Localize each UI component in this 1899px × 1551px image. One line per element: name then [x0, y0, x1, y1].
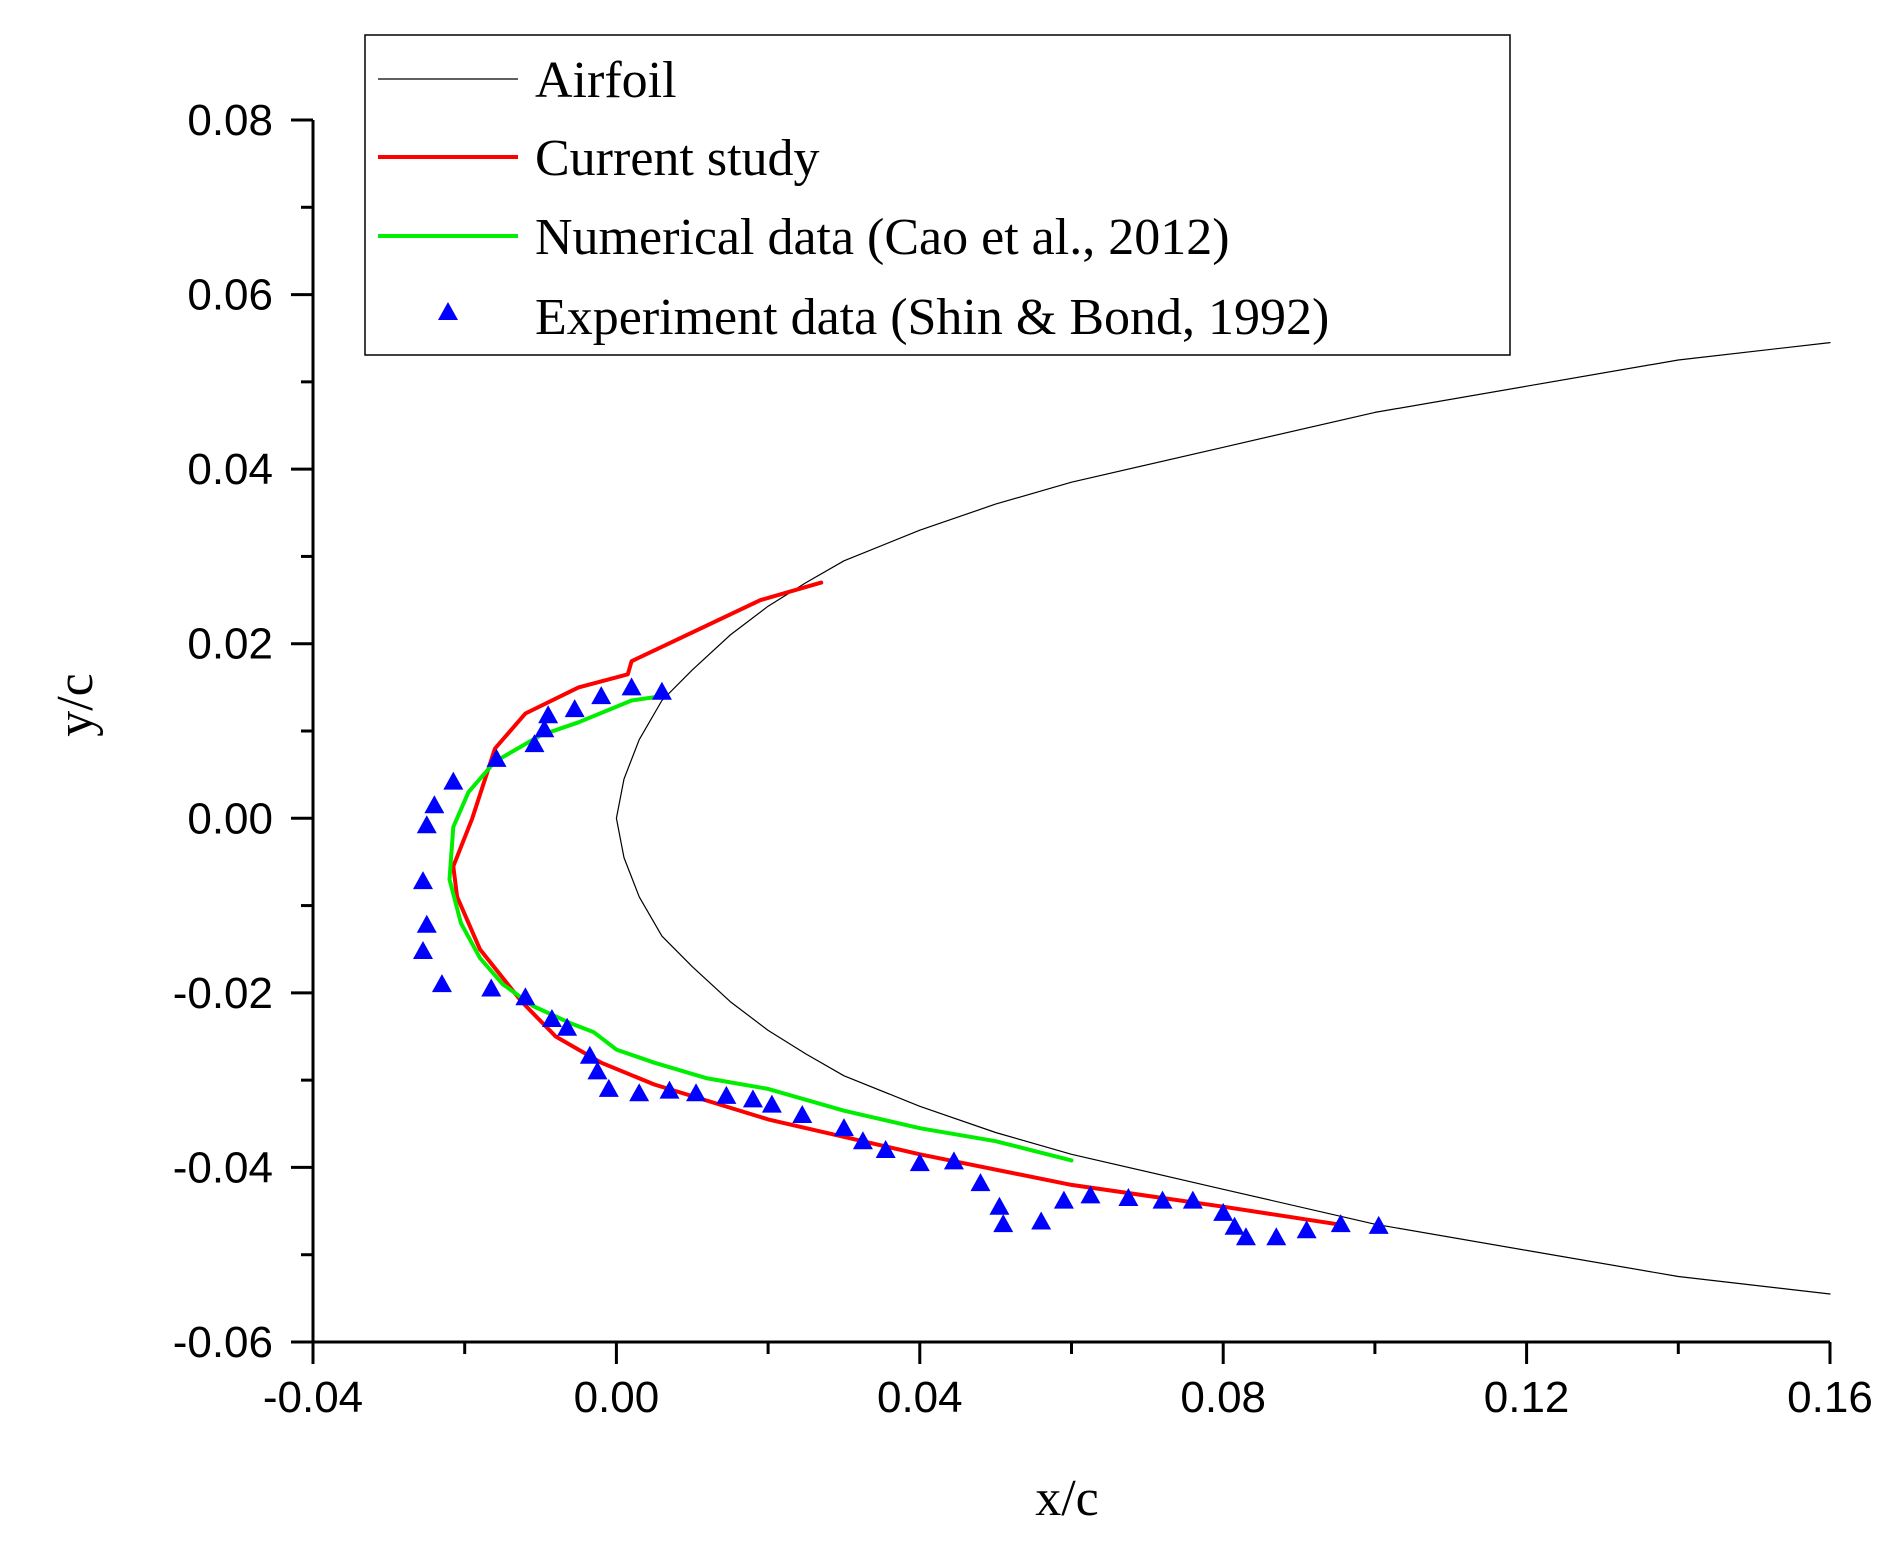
experiment-point [716, 1085, 737, 1104]
experiment-point [1152, 1190, 1173, 1209]
x-tick-label: 0.08 [1180, 1373, 1266, 1422]
experiment-point [1031, 1211, 1052, 1230]
series-line-1 [451, 580, 1339, 1227]
experiment-point [515, 987, 536, 1006]
legend-label-current-study: Current study [535, 130, 820, 187]
legend-label-experiment: Experiment data (Shin & Bond, 1992) [535, 289, 1329, 346]
legend-label-numerical: Numerical data (Cao et al., 2012) [535, 209, 1230, 266]
legend-label-airfoil: Airfoil [535, 52, 677, 109]
experiment-point [1224, 1216, 1245, 1235]
experiment-point [875, 1139, 896, 1158]
x-axis-title: x/c [1035, 1470, 1099, 1527]
experiment-point [943, 1151, 964, 1170]
series-line-0 [615, 342, 1831, 1295]
experiment-point [591, 686, 612, 705]
experiment-point [524, 734, 545, 753]
experiment-point [686, 1083, 707, 1102]
experiment-point [621, 677, 642, 696]
x-tick-label: 0.12 [1484, 1373, 1570, 1422]
experiment-point [1053, 1190, 1074, 1209]
experiment-point [587, 1061, 608, 1080]
y-tick-label: 0.06 [187, 271, 273, 320]
y-tick-label: -0.06 [173, 1318, 273, 1367]
experiment-point [989, 1196, 1010, 1215]
experiment-point [424, 795, 445, 814]
legend-frame [364, 34, 1511, 356]
experiment-point [909, 1153, 930, 1172]
y-tick-label: 0.08 [187, 96, 273, 145]
experiment-point [1330, 1214, 1351, 1233]
experiment-point [481, 978, 502, 997]
experiment-point [651, 681, 672, 700]
experiment-point [1296, 1220, 1317, 1239]
legend-swatch-experiment [438, 302, 458, 320]
experiment-point [486, 748, 507, 767]
experiment-point [1368, 1215, 1389, 1234]
experiment-point [970, 1173, 991, 1192]
experiment-point [1118, 1187, 1139, 1206]
experiment-point [993, 1214, 1014, 1233]
y-tick-label: 0.04 [187, 445, 273, 494]
y-tick-label: -0.04 [173, 1143, 273, 1192]
y-tick-label: -0.02 [173, 969, 273, 1018]
legend: Airfoil Current study Numerical data (Ca… [364, 34, 1511, 356]
experiment-point [564, 699, 585, 718]
experiment-point [1266, 1227, 1287, 1246]
experiment-point [579, 1045, 600, 1064]
series-line-2 [447, 694, 1074, 1163]
plot-area [412, 342, 1831, 1295]
x-tick-label: 0.16 [1787, 1373, 1873, 1422]
experiment-point [1080, 1185, 1101, 1204]
experiment-point [534, 719, 555, 738]
experiment-point [557, 1017, 578, 1036]
experiment-point [659, 1080, 680, 1099]
y-axis-title: y/c [47, 673, 104, 737]
experiment-point [443, 771, 464, 790]
experiment-point [412, 940, 433, 959]
experiment-point [1182, 1190, 1203, 1209]
experiment-point [629, 1083, 650, 1102]
experiment-point [792, 1105, 813, 1124]
x-tick-label: 0.00 [574, 1373, 660, 1422]
experiment-point [416, 815, 437, 834]
experiment-point [541, 1009, 562, 1028]
experiment-point [1235, 1227, 1256, 1246]
y-tick-label: 0.00 [187, 794, 273, 843]
experiment-point [598, 1078, 619, 1097]
experiment-point [431, 974, 452, 993]
experiment-point [412, 871, 433, 890]
experiment-point [852, 1131, 873, 1150]
experiment-point [538, 705, 559, 724]
tick-labels: -0.04 0.00 0.04 0.08 0.12 0.16 -0.06 -0.04 -0.02… [173, 96, 1873, 1422]
experiment-point [761, 1094, 782, 1113]
experiment-point [1213, 1202, 1234, 1221]
tick-marks [291, 118, 1832, 1364]
experiment-point [742, 1089, 763, 1108]
experiment-point [833, 1118, 854, 1137]
y-tick-label: 0.02 [187, 620, 273, 669]
x-tick-label: -0.04 [263, 1373, 363, 1422]
experiment-point [416, 914, 437, 933]
x-tick-label: 0.04 [877, 1373, 963, 1422]
